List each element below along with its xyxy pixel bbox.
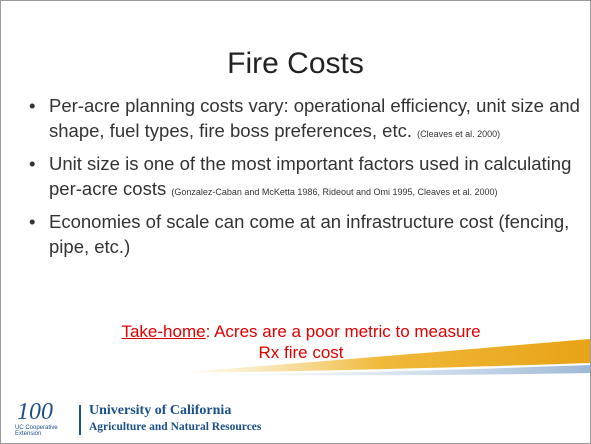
bullet-text: Unit size is one of the most important f… <box>49 153 572 199</box>
bullet-text: Per-acre planning costs vary: operationa… <box>49 95 580 141</box>
university: University of California <box>89 403 232 418</box>
logo-number: 100 <box>17 399 53 425</box>
bullet: Economies of scale can come at an infras… <box>29 209 584 259</box>
logo-text: UC Cooperative Extension <box>15 425 58 437</box>
take-home-text: : Acres are a poor metric to measure Rx … <box>205 322 481 362</box>
title: Fire Costs <box>227 47 364 80</box>
logo: 100 UC Cooperative Extension <box>15 399 85 439</box>
bullet: Unit size is one of the most important f… <box>29 151 584 201</box>
divider <box>79 405 81 435</box>
take-home-label: Take-home <box>121 322 206 341</box>
bullet-list: Per-acre planning costs vary: operationa… <box>23 93 584 267</box>
bullet: Per-acre planning costs vary: operationa… <box>29 93 584 143</box>
division: Agriculture and Natural Resources <box>89 421 262 433</box>
bullet-text: Economies of scale can come at an infras… <box>49 211 570 257</box>
citation: (Cleaves et al. 2000) <box>417 129 501 139</box>
citation: (Gonzalez-Caban and McKetta 1986, Rideou… <box>171 187 498 197</box>
take-home: Take-home: Acres are a poor metric to me… <box>111 321 491 363</box>
